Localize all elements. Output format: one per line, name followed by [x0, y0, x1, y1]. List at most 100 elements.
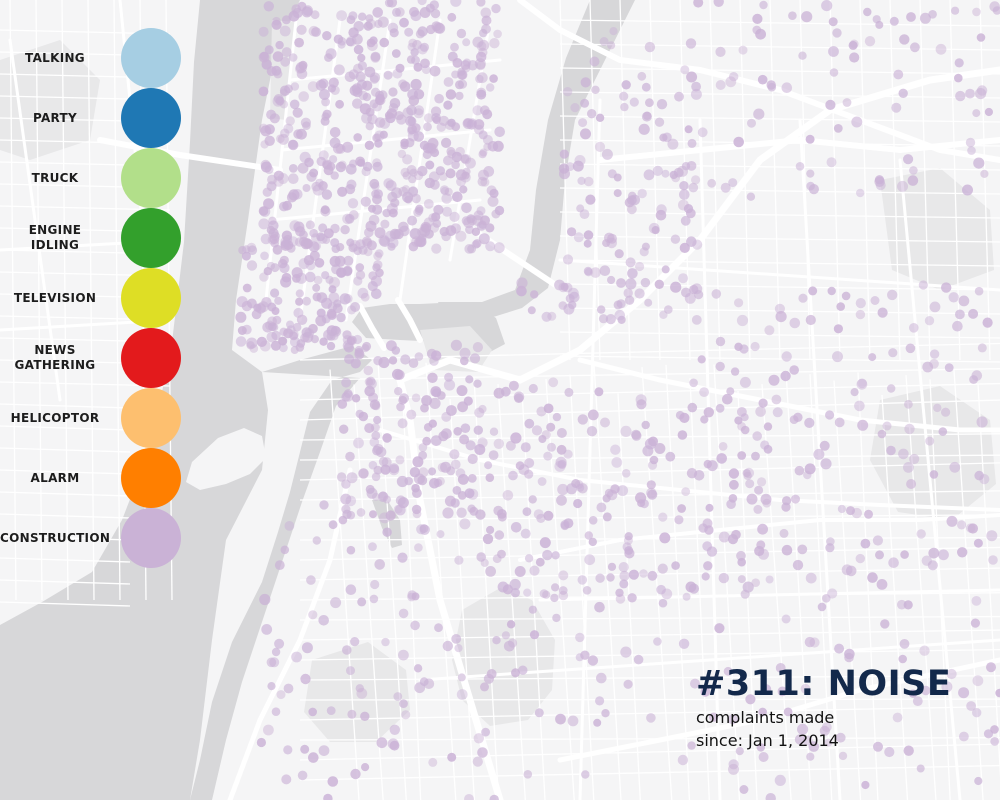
complaint-dot [946, 668, 957, 680]
complaint-dot [445, 225, 457, 237]
legend-item[interactable]: ENGINE IDLING [0, 208, 200, 268]
complaint-dot [374, 19, 383, 29]
legend-item[interactable]: NEWS GATHERING [0, 328, 200, 388]
complaint-dot [382, 527, 392, 537]
complaint-dot [587, 409, 599, 421]
complaint-dot [524, 418, 535, 429]
complaint-dot [394, 111, 404, 121]
complaint-dot [398, 649, 409, 661]
complaint-dot [690, 678, 700, 689]
complaint-dot [431, 350, 442, 361]
complaint-dot [965, 88, 975, 99]
legend-color-swatch[interactable] [121, 448, 181, 508]
complaint-dot [350, 302, 361, 312]
complaint-dot [383, 70, 393, 80]
legend-item[interactable]: HELICOPTOR [0, 388, 200, 448]
legend-color-swatch[interactable] [121, 148, 181, 208]
legend-item[interactable]: CONSTRUCTION [0, 508, 200, 568]
complaint-dot [583, 230, 594, 240]
legend-color-swatch[interactable] [121, 508, 181, 568]
complaint-dot [404, 195, 413, 204]
legend-color-swatch[interactable] [121, 208, 181, 268]
complaint-dot [363, 21, 373, 31]
complaint-dot [472, 756, 483, 767]
legend-item[interactable]: PARTY [0, 88, 200, 148]
legend-color-swatch[interactable] [121, 88, 181, 148]
complaint-dot [518, 464, 530, 476]
complaint-dot [369, 74, 379, 84]
complaint-dot [267, 302, 277, 312]
complaint-dot [639, 569, 648, 578]
complaint-dot [654, 279, 664, 289]
complaint-dot [703, 459, 712, 469]
complaint-dot [620, 102, 629, 112]
complaint-dot [718, 572, 729, 584]
legend-color-swatch[interactable] [121, 28, 181, 88]
complaint-dot [274, 296, 283, 305]
complaint-dot [295, 343, 305, 352]
complaint-dot [828, 46, 839, 57]
complaint-dot [995, 688, 1000, 698]
complaint-dot [308, 752, 319, 763]
complaint-dot [576, 483, 585, 492]
complaint-dot [639, 247, 649, 257]
complaint-dot [792, 559, 804, 571]
complaint-dot [288, 164, 298, 173]
complaint-dot [398, 186, 409, 197]
complaint-dots-layer [235, 0, 1000, 800]
legend-item[interactable]: ALARM [0, 448, 200, 508]
complaint-dot [309, 228, 319, 238]
legend-item[interactable]: TRUCK [0, 148, 200, 208]
complaint-dot [737, 557, 746, 567]
minor-street [299, 615, 1000, 621]
complaint-dot [486, 83, 495, 92]
complaint-dot [578, 118, 588, 128]
complaint-dot [358, 245, 368, 255]
complaint-dot [855, 298, 866, 309]
complaint-dot [758, 752, 769, 762]
complaint-dot [536, 513, 546, 524]
complaint-dot [473, 733, 484, 744]
complaint-dot [372, 7, 384, 18]
complaint-dot [820, 458, 832, 470]
complaint-dot [723, 666, 733, 676]
complaint-dot [511, 668, 520, 678]
complaint-dot [868, 353, 877, 362]
complaint-dot [753, 108, 765, 120]
complaint-dot [560, 520, 570, 530]
complaint-dot [463, 118, 472, 128]
complaint-dot [451, 160, 460, 170]
complaint-dot [360, 196, 371, 207]
complaint-dot [921, 555, 932, 566]
complaint-dot [322, 236, 331, 245]
complaint-dot [280, 239, 290, 249]
complaint-dot [370, 579, 380, 590]
complaint-dot [573, 498, 583, 509]
complaint-dot [450, 0, 462, 7]
complaint-dot [661, 588, 673, 600]
complaint-dot [260, 251, 269, 261]
complaint-dot [371, 401, 381, 411]
legend-color-swatch[interactable] [121, 388, 181, 448]
complaint-dot [667, 138, 679, 150]
minor-street [0, 447, 131, 453]
complaint-dot [368, 271, 378, 280]
complaint-dot [835, 732, 846, 743]
legend-label: HELICOPTOR [10, 411, 100, 425]
legend-color-swatch[interactable] [121, 268, 181, 328]
legend-color-swatch[interactable] [121, 328, 181, 388]
legend-item[interactable]: TALKING [0, 28, 200, 88]
complaint-dot [690, 88, 702, 100]
complaint-dot [399, 81, 411, 92]
complaint-dot [355, 263, 365, 272]
complaint-dot [361, 763, 370, 772]
minor-street [329, 369, 360, 800]
legend-item[interactable]: TELEVISION [0, 268, 200, 328]
complaint-dot [709, 712, 719, 722]
complaint-dot [394, 387, 403, 396]
complaint-dot [751, 578, 760, 587]
complaint-dot [689, 378, 698, 388]
complaint-dot [986, 662, 996, 673]
complaint-dot [524, 554, 534, 563]
